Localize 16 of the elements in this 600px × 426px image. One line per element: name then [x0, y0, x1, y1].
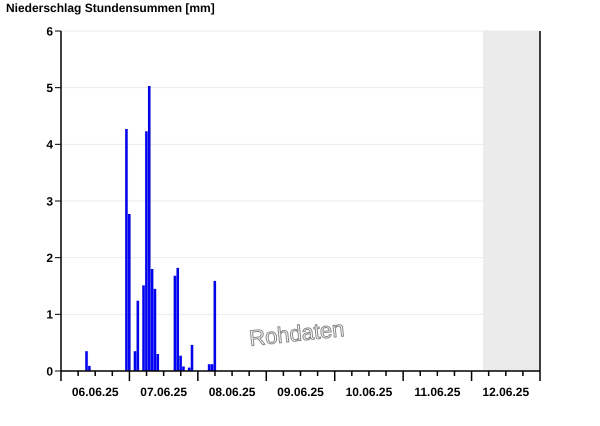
y-tick-label: 2 — [46, 250, 54, 265]
x-tick-label: 12.06.25 — [482, 385, 530, 399]
x-tick-label: 08.06.25 — [208, 385, 256, 399]
x-tick-label: 06.06.25 — [72, 385, 119, 399]
y-tick-label: 6 — [46, 24, 54, 38]
y-tick-label: 5 — [46, 80, 54, 95]
y-tick-label: 1 — [46, 308, 54, 322]
x-tick-label: 10.06.25 — [346, 385, 393, 399]
chart-title: Niederschlag Stundensummen [mm] — [6, 1, 215, 15]
x-tick-label: 11.06.25 — [414, 385, 461, 399]
y-tick-label: 0 — [46, 364, 54, 378]
x-tick-label: 09.06.25 — [277, 385, 324, 399]
y-tick-label: 3 — [46, 194, 54, 208]
stamp-text: Rohdaten — [248, 316, 346, 352]
x-tick-label: 07.06.25 — [140, 385, 188, 399]
y-tick-label: 4 — [46, 138, 54, 152]
